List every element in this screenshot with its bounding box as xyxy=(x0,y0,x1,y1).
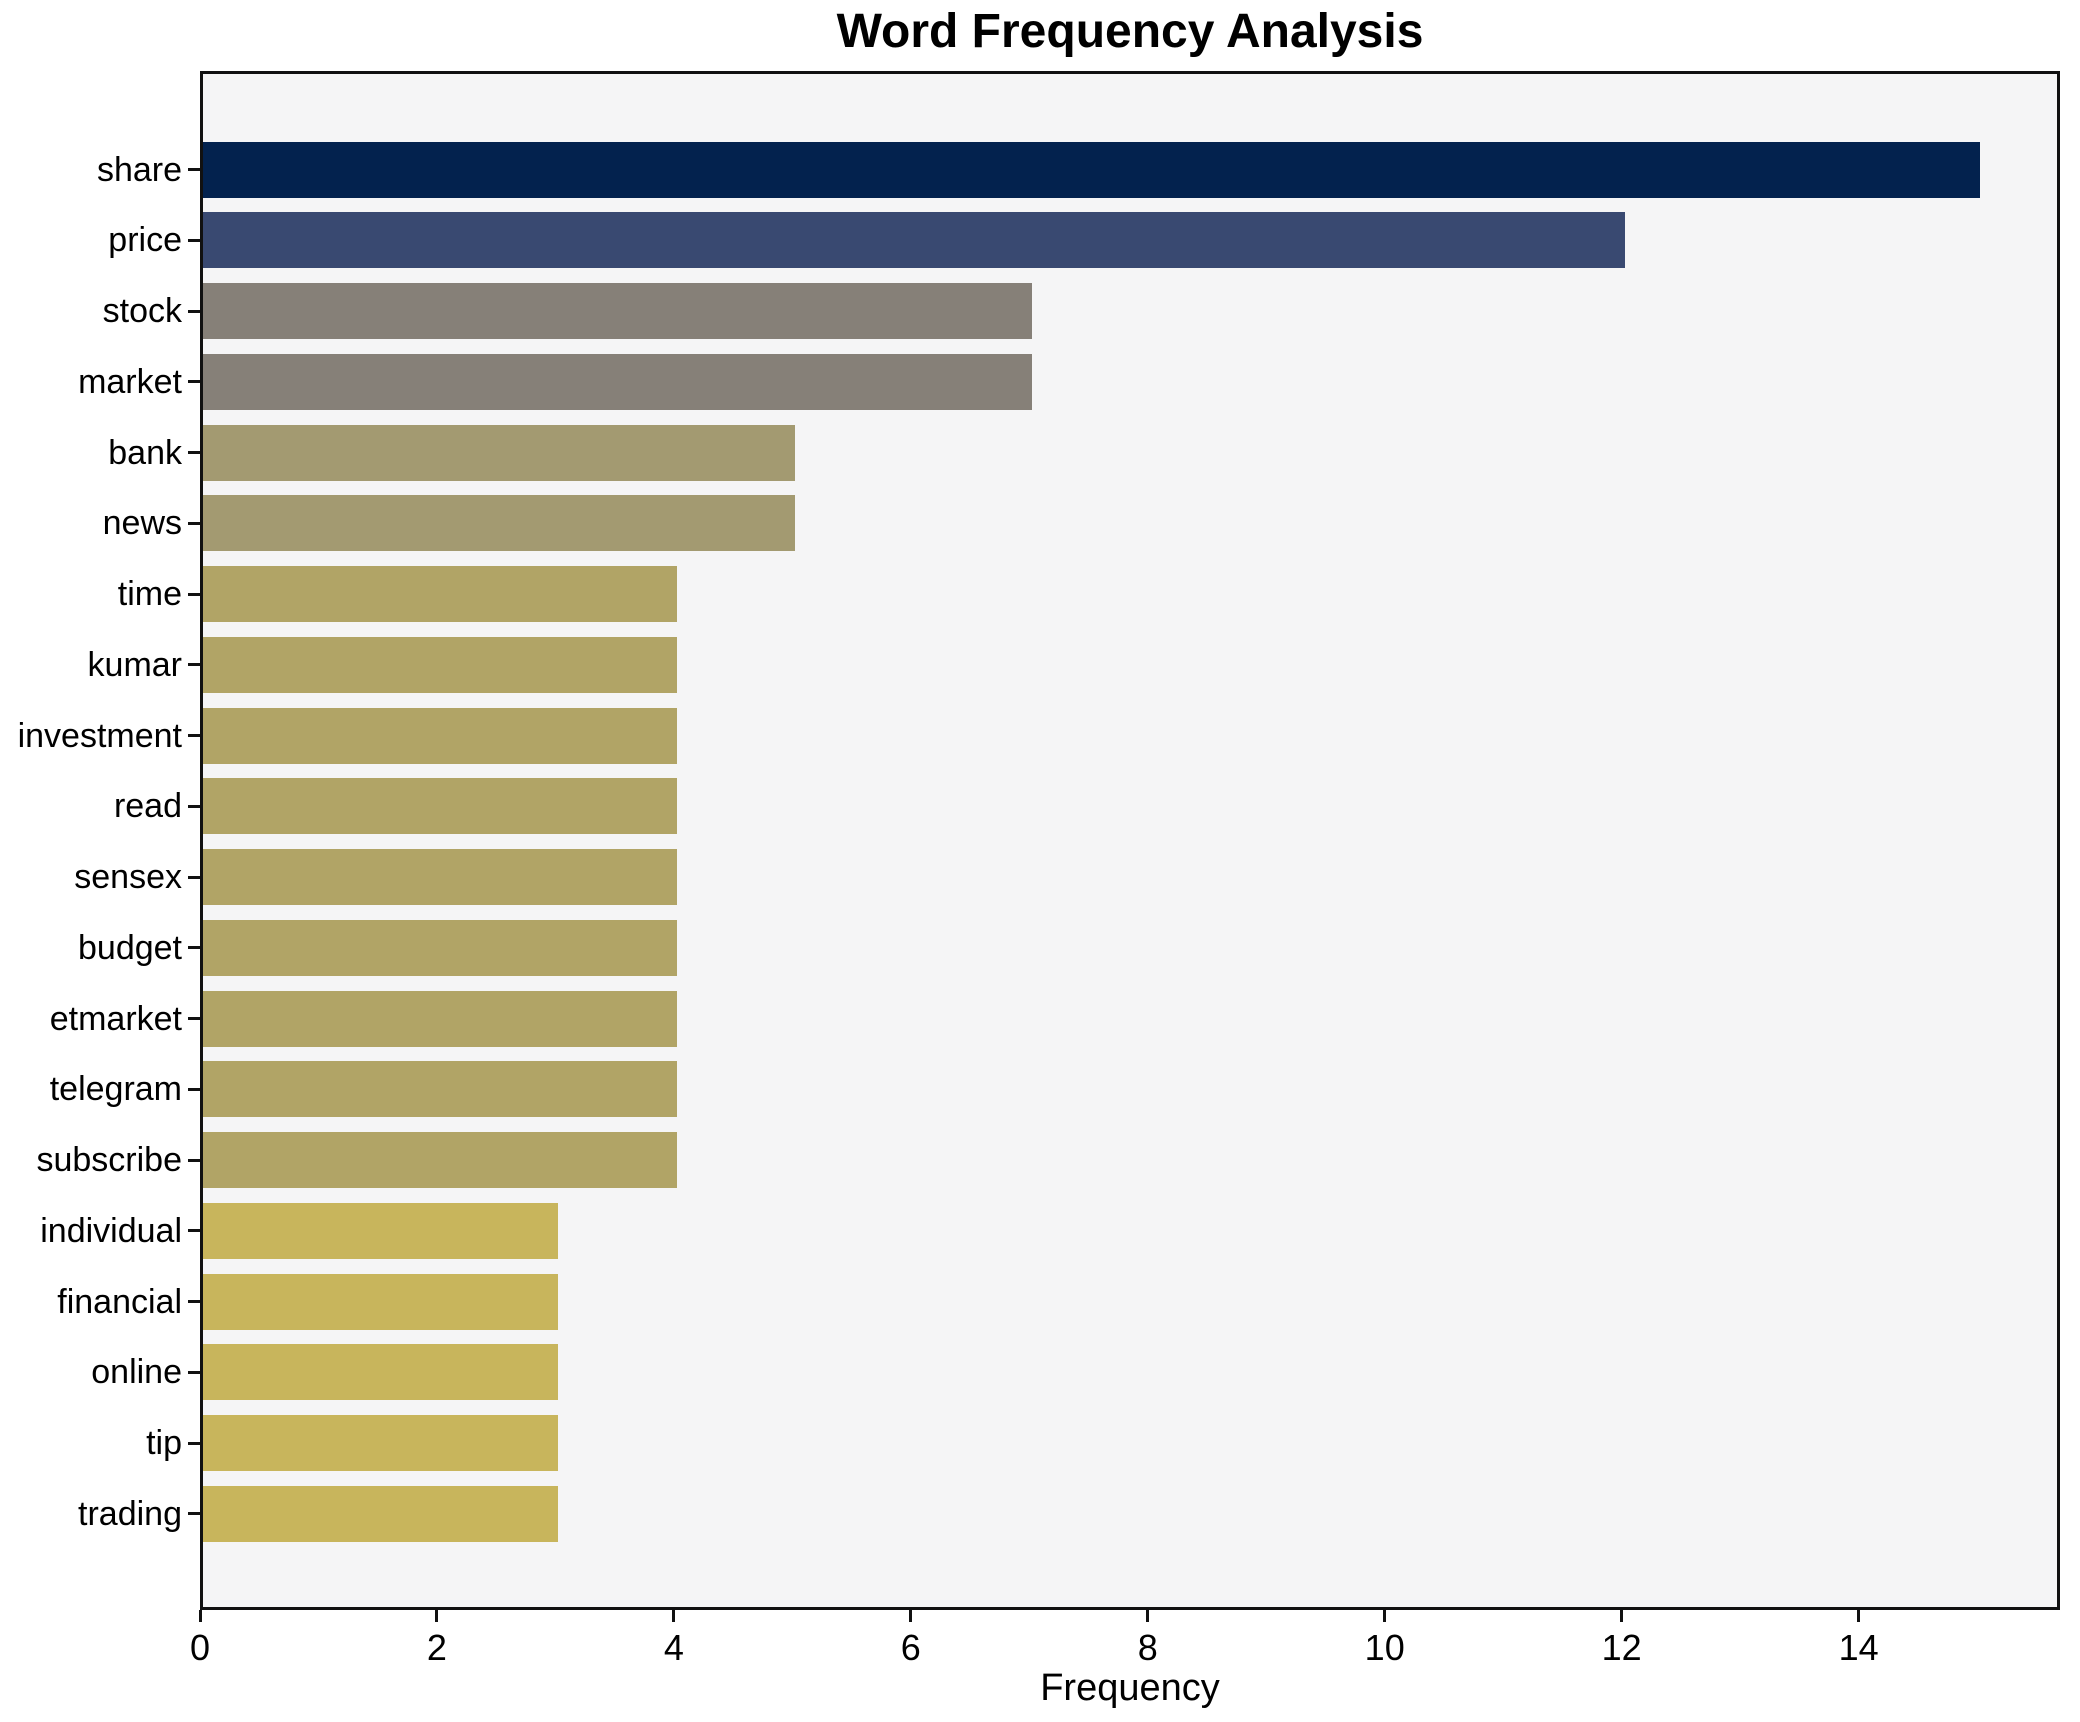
y-tick-mark-tip xyxy=(188,1441,200,1445)
y-tick-label-online: online xyxy=(91,1353,182,1392)
y-tick-label-subscribe: subscribe xyxy=(36,1141,182,1180)
y-tick-mark-price xyxy=(188,238,200,242)
y-tick-label-price: price xyxy=(108,221,182,260)
y-tick-label-budget: budget xyxy=(78,928,182,967)
bar-market xyxy=(203,353,1033,410)
bar-read xyxy=(203,778,677,835)
x-tick-mark-0 xyxy=(198,1610,202,1622)
y-tick-label-trading: trading xyxy=(78,1494,182,1533)
y-tick-mark-market xyxy=(188,380,200,384)
y-tick-mark-news xyxy=(188,521,200,525)
y-tick-mark-individual xyxy=(188,1229,200,1233)
y-tick-label-investment: investment xyxy=(17,716,182,755)
bar-price xyxy=(203,212,1625,269)
x-tick-mark-14 xyxy=(1857,1610,1861,1622)
y-tick-mark-budget xyxy=(188,946,200,950)
y-tick-label-financial: financial xyxy=(57,1282,182,1321)
bar-financial xyxy=(203,1273,559,1330)
y-tick-mark-share xyxy=(188,168,200,171)
y-tick-mark-online xyxy=(188,1370,200,1374)
bar-telegram xyxy=(203,1061,677,1118)
bar-subscribe xyxy=(203,1132,677,1189)
x-tick-mark-8 xyxy=(1146,1610,1150,1622)
x-tick-label-6: 6 xyxy=(900,1627,921,1668)
y-tick-label-kumar: kumar xyxy=(87,645,182,684)
x-tick-label-0: 0 xyxy=(189,1627,211,1668)
y-tick-label-time: time xyxy=(117,575,182,614)
x-tick-label-10: 10 xyxy=(1364,1627,1405,1668)
x-tick-mark-10 xyxy=(1383,1610,1387,1622)
bar-trading xyxy=(203,1485,559,1542)
bar-tip xyxy=(203,1415,559,1472)
x-tick-label-2: 2 xyxy=(426,1627,447,1668)
bar-stock xyxy=(203,283,1033,340)
x-tick-mark-4 xyxy=(672,1610,676,1622)
y-tick-mark-subscribe xyxy=(188,1158,200,1162)
y-tick-label-tip: tip xyxy=(146,1424,182,1463)
y-tick-label-stock: stock xyxy=(102,292,182,331)
y-tick-label-individual: individual xyxy=(40,1211,182,1250)
y-tick-mark-telegram xyxy=(188,1087,200,1091)
bar-news xyxy=(203,495,796,552)
y-tick-label-sensex: sensex xyxy=(74,858,182,897)
bar-bank xyxy=(203,424,796,481)
x-tick-label-8: 8 xyxy=(1137,1627,1158,1668)
y-tick-label-news: news xyxy=(102,504,182,543)
plot-area xyxy=(200,71,2060,1610)
x-tick-mark-2 xyxy=(435,1610,439,1622)
x-tick-label-14: 14 xyxy=(1838,1627,1879,1668)
y-tick-label-telegram: telegram xyxy=(49,1070,182,1109)
y-tick-mark-sensex xyxy=(188,875,200,879)
y-tick-mark-etmarket xyxy=(188,1017,200,1021)
y-tick-label-etmarket: etmarket xyxy=(49,999,182,1038)
y-tick-label-share: share xyxy=(96,150,182,189)
y-tick-label-bank: bank xyxy=(108,433,182,472)
y-tick-mark-financial xyxy=(188,1300,200,1304)
y-tick-mark-read xyxy=(188,804,200,808)
y-tick-mark-bank xyxy=(188,451,200,455)
x-axis-label: Frequency xyxy=(1040,1667,1220,1709)
bar-investment xyxy=(203,707,677,764)
y-tick-mark-stock xyxy=(188,309,200,313)
y-tick-mark-trading xyxy=(188,1512,200,1516)
bar-individual xyxy=(203,1202,559,1259)
x-tick-label-4: 4 xyxy=(663,1627,684,1668)
bar-share xyxy=(203,141,1981,198)
y-tick-mark-kumar xyxy=(188,663,200,667)
y-tick-mark-time xyxy=(188,592,200,596)
bar-etmarket xyxy=(203,990,677,1047)
x-tick-label-12: 12 xyxy=(1601,1627,1642,1668)
bar-time xyxy=(203,566,677,623)
bar-budget xyxy=(203,919,677,976)
bar-kumar xyxy=(203,636,677,693)
bar-online xyxy=(203,1344,559,1401)
x-tick-mark-6 xyxy=(909,1610,913,1622)
bar-sensex xyxy=(203,849,677,906)
chart-title: Word Frequency Analysis xyxy=(836,5,1424,58)
y-tick-mark-investment xyxy=(188,734,200,738)
x-tick-mark-12 xyxy=(1620,1610,1624,1622)
y-tick-label-read: read xyxy=(113,787,182,826)
y-tick-label-market: market xyxy=(78,362,182,401)
